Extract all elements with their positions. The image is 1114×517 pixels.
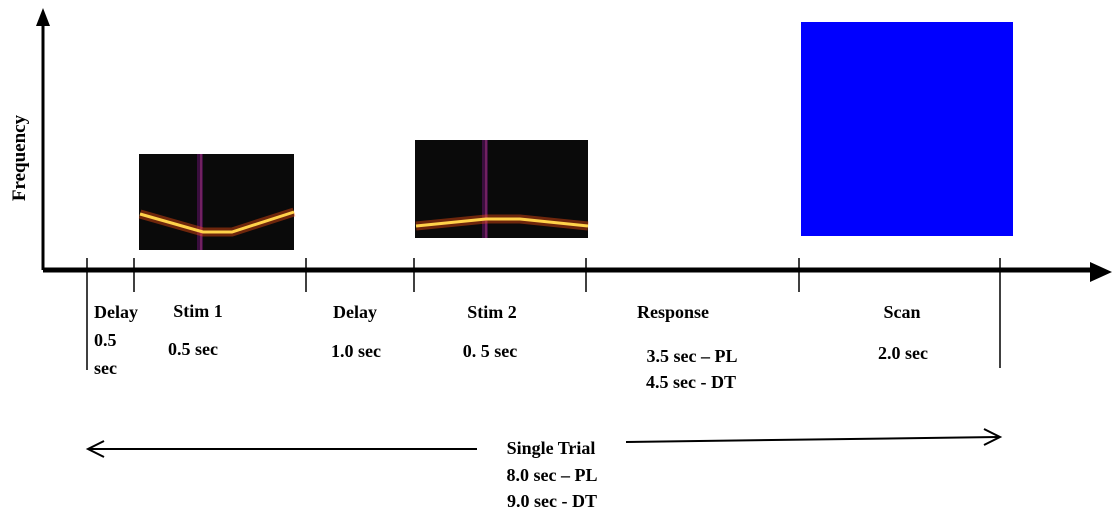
segment-delay-1-unit: sec (94, 358, 117, 378)
segment-stim2-duration: 0. 5 sec (462, 341, 518, 361)
segment-delay-2-duration: 1.0 sec (331, 341, 381, 361)
single-trial-duration-dt: 9.0 sec - DT (507, 491, 597, 511)
scan-block (801, 22, 1013, 236)
segment-delay-1-duration: 0.5 (94, 330, 117, 350)
segment-ticks (86, 258, 1001, 370)
segment-stim1-duration: 0.5 sec (168, 339, 218, 359)
stim1-spectrogram (138, 154, 296, 250)
single-trial-duration-pl: 8.0 sec – PL (506, 465, 598, 485)
segment-delay-1-name: Delay (94, 302, 138, 322)
segment-scan-name: Scan (883, 302, 921, 322)
frequency-axis-label: Frequency (9, 114, 30, 202)
time-axis-arrowhead (1090, 262, 1112, 282)
segment-response-name: Response (636, 302, 710, 322)
segment-stim2-name: Stim 2 (467, 302, 517, 322)
single-trial-arrow (85, 428, 1003, 458)
segment-stim1-name: Stim 1 (173, 301, 223, 321)
frequency-axis-arrowhead (36, 8, 50, 26)
segment-response-duration-pl: 3.5 sec – PL (646, 346, 738, 366)
segment-response-duration-dt: 4.5 sec - DT (646, 372, 736, 392)
single-trial-label: Single Trial (506, 438, 596, 458)
segment-scan-duration: 2.0 sec (878, 343, 928, 363)
segment-delay-2-name: Delay (333, 302, 377, 322)
stim2-spectrogram (415, 140, 589, 238)
